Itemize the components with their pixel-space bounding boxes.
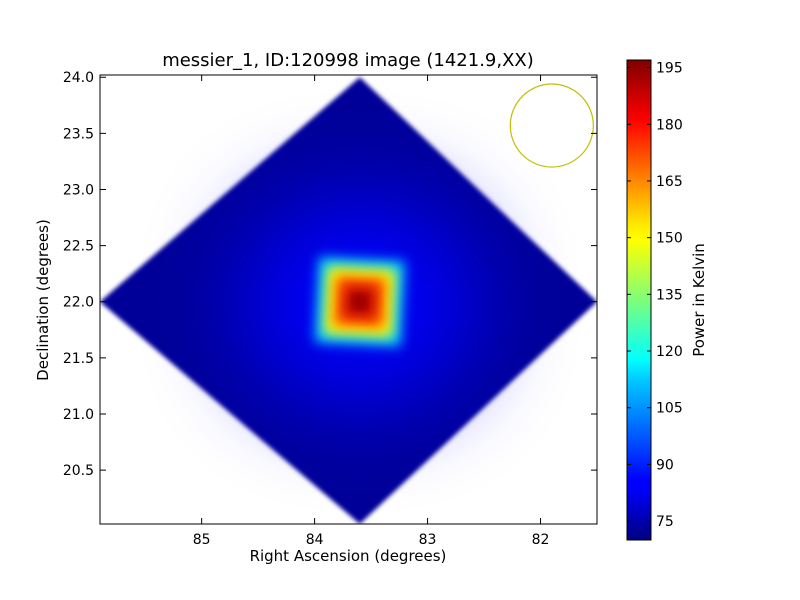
colorbar-axis: 75 90 105 120 135 150 165 180 195 xyxy=(627,61,683,530)
x-axis: 85 84 83 82 xyxy=(193,75,550,548)
beam-circle xyxy=(509,83,594,168)
source-level-4 xyxy=(353,295,366,308)
colorbar-tick-label: 195 xyxy=(656,61,683,77)
colorbar-tick-label: 75 xyxy=(656,514,674,530)
colorbar-tick-label: 105 xyxy=(656,401,683,417)
chart-title: messier_1, ID:120998 image (1421.9,XX) xyxy=(162,50,534,71)
plot-frame xyxy=(99,74,598,525)
y-tick-label: 22.0 xyxy=(63,295,94,311)
x-tick-label: 84 xyxy=(306,532,324,548)
y-tick-label: 23.0 xyxy=(63,182,94,198)
colorbar-tick-label: 150 xyxy=(656,231,683,247)
y-axis: 20.5 21.0 21.5 22.0 22.5 23.0 23.5 24.0 xyxy=(63,70,597,479)
y-tick-label: 21.0 xyxy=(63,407,94,423)
x-tick-label: 85 xyxy=(193,532,211,548)
colorbar-label: Power in Kelvin xyxy=(690,243,708,357)
y-axis-label: Declination (degrees) xyxy=(34,219,52,381)
x-tick-label: 83 xyxy=(419,532,437,548)
colorbar-tick-label: 120 xyxy=(656,344,683,360)
sky-image xyxy=(100,77,597,524)
x-axis-label: Right Ascension (degrees) xyxy=(250,547,447,565)
colorbar xyxy=(626,59,652,541)
y-tick-label: 20.5 xyxy=(63,463,94,479)
x-tick-label: 82 xyxy=(532,532,550,548)
y-tick-label: 21.5 xyxy=(63,351,94,367)
y-tick-label: 22.5 xyxy=(63,239,94,255)
colorbar-tick-label: 90 xyxy=(656,457,674,473)
y-tick-label: 23.5 xyxy=(63,126,94,142)
colorbar-tick-label: 180 xyxy=(656,117,683,133)
source-blob xyxy=(314,256,405,347)
colorbar-tick-label: 135 xyxy=(656,287,683,303)
y-tick-label: 24.0 xyxy=(63,70,94,86)
colorbar-tick-label: 165 xyxy=(656,174,683,190)
